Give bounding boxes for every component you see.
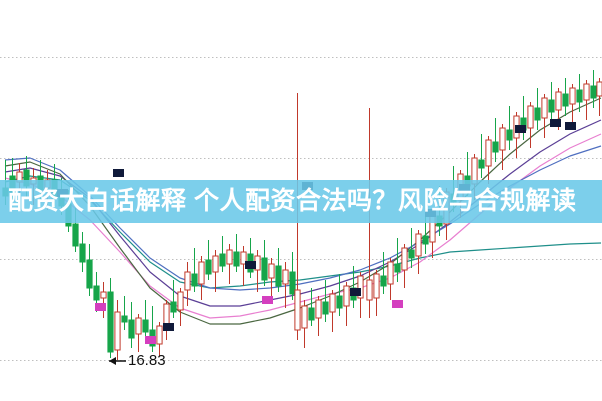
annotation-marker — [515, 125, 526, 133]
price-annotation-label: 16.83 — [128, 352, 166, 369]
candle-body — [408, 249, 415, 259]
candle-body — [301, 305, 308, 329]
candle-body — [315, 299, 322, 319]
candle-body — [275, 265, 282, 287]
annotation-marker — [163, 323, 174, 331]
candle-body — [156, 325, 163, 345]
annotation-marker — [350, 288, 361, 296]
candle-body — [534, 107, 541, 121]
candle-body — [114, 311, 121, 351]
annotation-marker — [262, 296, 273, 304]
candle-body — [366, 279, 373, 301]
candle-body — [128, 319, 135, 339]
candle-body — [555, 91, 562, 111]
candle-body — [282, 269, 289, 285]
candle-body — [93, 285, 100, 301]
candle-body — [233, 251, 240, 267]
candle-body — [198, 261, 205, 285]
left-arrow-icon — [109, 357, 126, 365]
candle-body — [343, 285, 350, 307]
candle-body — [499, 127, 506, 151]
article-title-banner: 配资大白话解释 个人配资合法吗？风险与合规解读 — [0, 180, 602, 223]
annotation-marker — [392, 300, 403, 308]
candle-body — [401, 247, 408, 271]
candle-body — [357, 275, 364, 299]
candle-body — [576, 89, 583, 103]
candle-body — [79, 243, 86, 263]
candle-body — [142, 319, 149, 333]
candle-body — [492, 141, 499, 153]
candle-body — [135, 317, 142, 335]
candle-body — [205, 259, 212, 275]
candle-body — [240, 251, 247, 265]
candle-body — [562, 93, 569, 107]
candle-body — [583, 83, 590, 101]
candle-body — [394, 263, 401, 273]
annotation-marker — [145, 336, 156, 344]
candle-body — [191, 273, 198, 287]
candle-body — [289, 271, 296, 295]
candle-body — [485, 139, 492, 167]
candle-body — [72, 223, 79, 247]
candle-body — [422, 235, 429, 245]
candle-body — [373, 273, 380, 299]
candle-body — [541, 97, 548, 119]
candle-body — [590, 85, 597, 99]
candle-body — [308, 307, 315, 321]
gridlines — [0, 57, 602, 361]
candle-body — [261, 257, 268, 281]
candle-body — [212, 255, 219, 273]
candle-body — [329, 293, 336, 313]
candle-body — [548, 99, 555, 113]
candle-body — [478, 159, 485, 169]
candle-body — [86, 259, 93, 289]
candle-body — [121, 315, 128, 323]
candle-body — [163, 303, 170, 325]
annotation-marker — [245, 261, 256, 269]
candle-body — [569, 87, 576, 105]
annotation-marker — [95, 303, 106, 311]
annotation-marker — [550, 119, 561, 127]
candle-body — [506, 129, 513, 141]
candle-body — [177, 291, 184, 311]
article-title-text: 配资大白话解释 个人配资合法吗？风险与合规解读 — [8, 187, 577, 215]
annotation-marker — [565, 122, 576, 130]
candle-body — [294, 289, 301, 331]
candle-body — [268, 263, 275, 279]
candle-body — [100, 291, 107, 299]
candle-body — [322, 301, 329, 315]
candle-body — [170, 301, 177, 313]
candle-body — [596, 81, 602, 97]
candle-body — [219, 253, 226, 267]
candle-body — [226, 249, 233, 265]
candle-body — [527, 105, 534, 129]
candle-body — [415, 233, 422, 257]
candle-body — [380, 275, 387, 287]
candle-body — [336, 295, 343, 309]
candle-body — [107, 291, 114, 353]
candle-body — [184, 271, 191, 291]
candle-body — [387, 261, 394, 285]
annotation-marker — [113, 169, 124, 177]
